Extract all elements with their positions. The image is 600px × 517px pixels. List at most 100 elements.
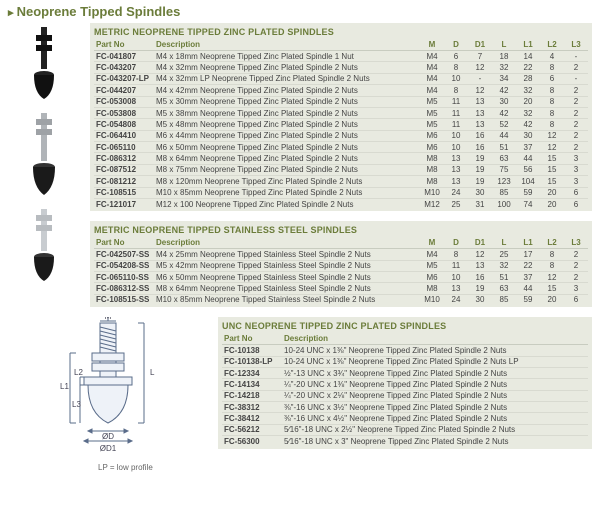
dim-cell: 8: [540, 119, 564, 130]
col-header: L1: [516, 237, 540, 249]
dim-cell: 12: [468, 85, 492, 96]
dim-cell: 20: [540, 294, 564, 305]
col-header: D1: [468, 237, 492, 249]
dim-cell: 10: [444, 73, 468, 84]
dim-cell: 13: [468, 119, 492, 130]
part-no: FC-081212: [94, 176, 154, 187]
table-row: FC-043207M4 x 32mm Neoprene Tipped Zinc …: [94, 62, 588, 73]
table-row: FC-054208-SSM5 x 42mm Neoprene Tipped St…: [94, 260, 588, 271]
description: M4 x 42mm Neoprene Tipped Zinc Plated Sp…: [154, 85, 420, 96]
part-no: FC-108515-SS: [94, 294, 154, 305]
part-no: FC-053808: [94, 107, 154, 118]
dim-cell: 59: [516, 187, 540, 198]
table-row: FC-065110-SSM6 x 50mm Neoprene Tipped St…: [94, 272, 588, 283]
dim-cell: 4: [540, 51, 564, 62]
footer-note: LP = low profile: [8, 463, 592, 472]
diag-label-l3: L3: [72, 400, 81, 409]
table-row: FC-108515M10 x 85mm Neoprene Tipped Zinc…: [94, 187, 588, 198]
part-no: FC-044207: [94, 85, 154, 96]
part-no: FC-108515: [94, 187, 154, 198]
dimension-diagram: M L L1 L2 L3 ØD ØD1: [8, 317, 208, 459]
dim-cell: 51: [492, 272, 516, 283]
dim-cell: 10: [444, 142, 468, 153]
dim-cell: 123: [492, 176, 516, 187]
dim-cell: 2: [564, 107, 588, 118]
dim-cell: 15: [540, 164, 564, 175]
dim-cell: 8: [540, 249, 564, 260]
description: M5 x 38mm Neoprene Tipped Zinc Plated Sp…: [154, 107, 420, 118]
spindle-image-zinc: [30, 113, 58, 203]
dim-cell: M4: [420, 62, 444, 73]
dim-cell: 32: [492, 260, 516, 271]
dim-cell: 20: [516, 96, 540, 107]
description: 5⁄16"-18 UNC x 2½" Neoprene Tipped Zinc …: [282, 424, 588, 435]
dim-cell: 30: [468, 294, 492, 305]
description: M4 x 18mm Neoprene Tipped Zinc Plated Sp…: [154, 51, 420, 62]
col-header: D: [444, 39, 468, 51]
dim-cell: 8: [444, 62, 468, 73]
description: M4 x 32mm Neoprene Tipped Zinc Plated Sp…: [154, 62, 420, 73]
dim-cell: 12: [540, 272, 564, 283]
description: ¼"-20 UNC x 2⅛" Neoprene Tipped Zinc Pla…: [282, 390, 588, 401]
table-row: FC-042507-SSM4 x 25mm Neoprene Tipped St…: [94, 249, 588, 260]
dim-cell: 74: [516, 198, 540, 209]
dim-cell: 3: [564, 153, 588, 164]
dim-cell: 31: [468, 198, 492, 209]
dim-cell: 37: [516, 142, 540, 153]
table-row: FC-38412⅜"-16 UNC x 4½" Neoprene Tipped …: [222, 413, 588, 424]
table-row: FC-10138-LP10-24 UNC x 1⅜" Neoprene Tipp…: [222, 356, 588, 367]
dim-cell: M5: [420, 96, 444, 107]
dim-cell: M5: [420, 260, 444, 271]
part-no: FC-086312: [94, 153, 154, 164]
dim-cell: 85: [492, 294, 516, 305]
dim-cell: 30: [468, 187, 492, 198]
dim-cell: M4: [420, 73, 444, 84]
dim-cell: 13: [468, 260, 492, 271]
table-metric-stainless: METRIC NEOPRENE TIPPED STAINLESS STEEL S…: [90, 221, 592, 307]
description: M10 x 85mm Neoprene Tipped Stainless Ste…: [154, 294, 420, 305]
dim-cell: 12: [468, 62, 492, 73]
dim-cell: 22: [516, 260, 540, 271]
dim-cell: M5: [420, 119, 444, 130]
table-title: METRIC NEOPRENE TIPPED ZINC PLATED SPIND…: [94, 25, 588, 39]
table-row: FC-065110M6 x 50mm Neoprene Tipped Zinc …: [94, 142, 588, 153]
dim-cell: 30: [516, 130, 540, 141]
dim-cell: 2: [564, 85, 588, 96]
col-header: M: [420, 237, 444, 249]
dim-cell: M6: [420, 142, 444, 153]
description: M5 x 30mm Neoprene Tipped Zinc Plated Sp…: [154, 96, 420, 107]
table-row: FC-081212M8 x 120mm Neoprene Tipped Zinc…: [94, 176, 588, 187]
table-metric-zinc: METRIC NEOPRENE TIPPED ZINC PLATED SPIND…: [90, 23, 592, 211]
dim-cell: 24: [444, 294, 468, 305]
spec-table: Part NoDescriptionFC-1013810-24 UNC x 1⅜…: [222, 333, 588, 446]
dim-cell: 6: [540, 73, 564, 84]
table-row: FC-12334½"-13 UNC x 3¾" Neoprene Tipped …: [222, 367, 588, 378]
description: 10-24 UNC x 1⅜" Neoprene Tipped Zinc Pla…: [282, 356, 588, 367]
col-header: Description: [154, 39, 420, 51]
table-row: FC-053808M5 x 38mm Neoprene Tipped Zinc …: [94, 107, 588, 118]
dim-cell: M5: [420, 107, 444, 118]
spec-table: Part NoDescriptionMDD1LL1L2L3FC-042507-S…: [94, 237, 588, 305]
col-header: Description: [282, 333, 588, 345]
col-header: M: [420, 39, 444, 51]
dim-cell: 28: [516, 73, 540, 84]
dim-cell: 44: [492, 130, 516, 141]
dim-cell: 13: [468, 107, 492, 118]
dim-cell: M10: [420, 187, 444, 198]
part-no: FC-064410: [94, 130, 154, 141]
dim-cell: 22: [516, 62, 540, 73]
dim-cell: M4: [420, 51, 444, 62]
table-row: FC-14134¼"-20 UNC x 1⅜" Neoprene Tipped …: [222, 379, 588, 390]
table-row: FC-14218¼"-20 UNC x 2⅛" Neoprene Tipped …: [222, 390, 588, 401]
description: M5 x 42mm Neoprene Tipped Stainless Stee…: [154, 260, 420, 271]
part-no: FC-38412: [222, 413, 282, 424]
col-header: L2: [540, 237, 564, 249]
dim-cell: 11: [444, 96, 468, 107]
dim-cell: M4: [420, 85, 444, 96]
part-no: FC-10138-LP: [222, 356, 282, 367]
description: M5 x 48mm Neoprene Tipped Zinc Plated Sp…: [154, 119, 420, 130]
dim-cell: 8: [540, 85, 564, 96]
table-row: FC-041807M4 x 18mm Neoprene Tipped Zinc …: [94, 51, 588, 62]
dim-cell: 16: [468, 130, 492, 141]
part-no: FC-086312-SS: [94, 283, 154, 294]
